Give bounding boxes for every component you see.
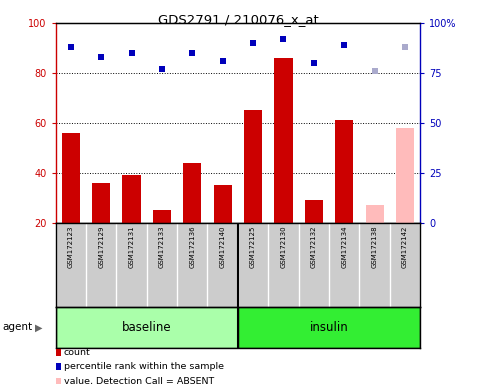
Text: GSM172134: GSM172134 <box>341 225 347 268</box>
Bar <box>396 128 414 223</box>
Text: value, Detection Call = ABSENT: value, Detection Call = ABSENT <box>64 377 214 384</box>
Text: GSM172136: GSM172136 <box>189 225 195 268</box>
Text: GSM172132: GSM172132 <box>311 225 317 268</box>
Text: GSM172142: GSM172142 <box>402 225 408 268</box>
Bar <box>238 307 420 348</box>
Text: baseline: baseline <box>122 321 171 334</box>
Text: GSM172130: GSM172130 <box>281 225 286 268</box>
Bar <box>244 111 262 223</box>
Bar <box>153 210 171 223</box>
Bar <box>62 133 80 223</box>
Text: GSM172140: GSM172140 <box>220 225 226 268</box>
Text: agent: agent <box>2 322 32 333</box>
Bar <box>183 163 201 223</box>
Text: GSM172125: GSM172125 <box>250 225 256 268</box>
Text: ▶: ▶ <box>35 322 43 333</box>
Text: GSM172138: GSM172138 <box>371 225 378 268</box>
Text: insulin: insulin <box>310 321 348 334</box>
Bar <box>213 185 232 223</box>
Text: GSM172123: GSM172123 <box>68 225 74 268</box>
Bar <box>122 175 141 223</box>
Bar <box>335 120 354 223</box>
Text: GSM172133: GSM172133 <box>159 225 165 268</box>
Text: GSM172131: GSM172131 <box>128 225 135 268</box>
Bar <box>56 307 238 348</box>
Text: GDS2791 / 210076_x_at: GDS2791 / 210076_x_at <box>157 13 318 26</box>
Bar <box>366 205 384 223</box>
Text: count: count <box>64 348 90 357</box>
Bar <box>274 58 293 223</box>
Bar <box>92 183 110 223</box>
Bar <box>305 200 323 223</box>
Text: percentile rank within the sample: percentile rank within the sample <box>64 362 224 371</box>
Text: GSM172129: GSM172129 <box>98 225 104 268</box>
